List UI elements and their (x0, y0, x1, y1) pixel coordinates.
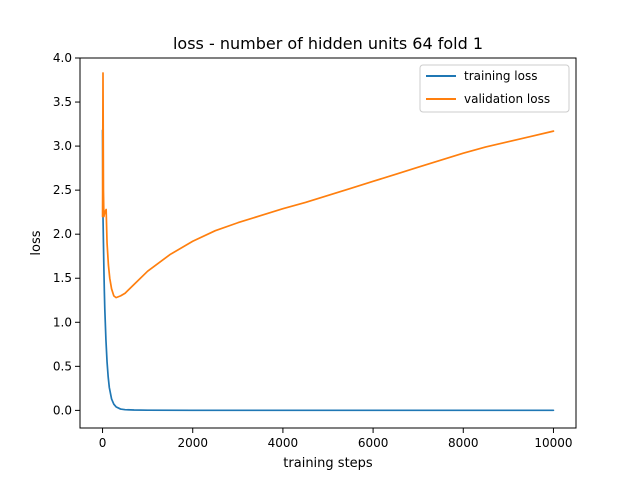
y-tick-label: 1.5 (53, 271, 72, 285)
x-tick-label: 6000 (358, 436, 389, 450)
plot-series (101, 72, 555, 412)
x-tick-label: 0 (99, 436, 107, 450)
y-tick-label: 4.0 (53, 51, 72, 65)
legend-box (419, 64, 570, 113)
y-tick-label: 2.5 (53, 183, 72, 197)
y-tick-label: 1.0 (53, 315, 72, 329)
x-tick-label: 4000 (268, 436, 299, 450)
legend-label-validation-loss: validation loss (464, 92, 550, 106)
legend: training loss validation loss (419, 64, 570, 113)
y-tick-label: 0.0 (53, 403, 72, 417)
x-tick-label: 2000 (177, 436, 208, 450)
y-axis: 0.0 0.5 1.0 1.5 2.0 2.5 3.0 3.5 4.0 (53, 51, 80, 417)
y-tick-label: 3.5 (53, 95, 72, 109)
y-tick-label: 0.5 (53, 359, 72, 373)
x-axis: 0 2000 4000 6000 8000 10000 (99, 428, 573, 450)
series-line-validation-loss (101, 72, 555, 299)
legend-label-training-loss: training loss (464, 69, 537, 83)
y-tick-label: 2.0 (53, 227, 72, 241)
series-line-training-loss (101, 129, 555, 412)
plot-frame (79, 57, 577, 429)
x-tick-label: 10000 (534, 436, 572, 450)
x-axis-label: training steps (283, 456, 373, 471)
x-tick-label: 8000 (448, 436, 479, 450)
y-tick-label: 3.0 (53, 139, 72, 153)
y-axis-label: loss (29, 230, 44, 255)
chart-title: loss - number of hidden units 64 fold 1 (173, 34, 483, 53)
